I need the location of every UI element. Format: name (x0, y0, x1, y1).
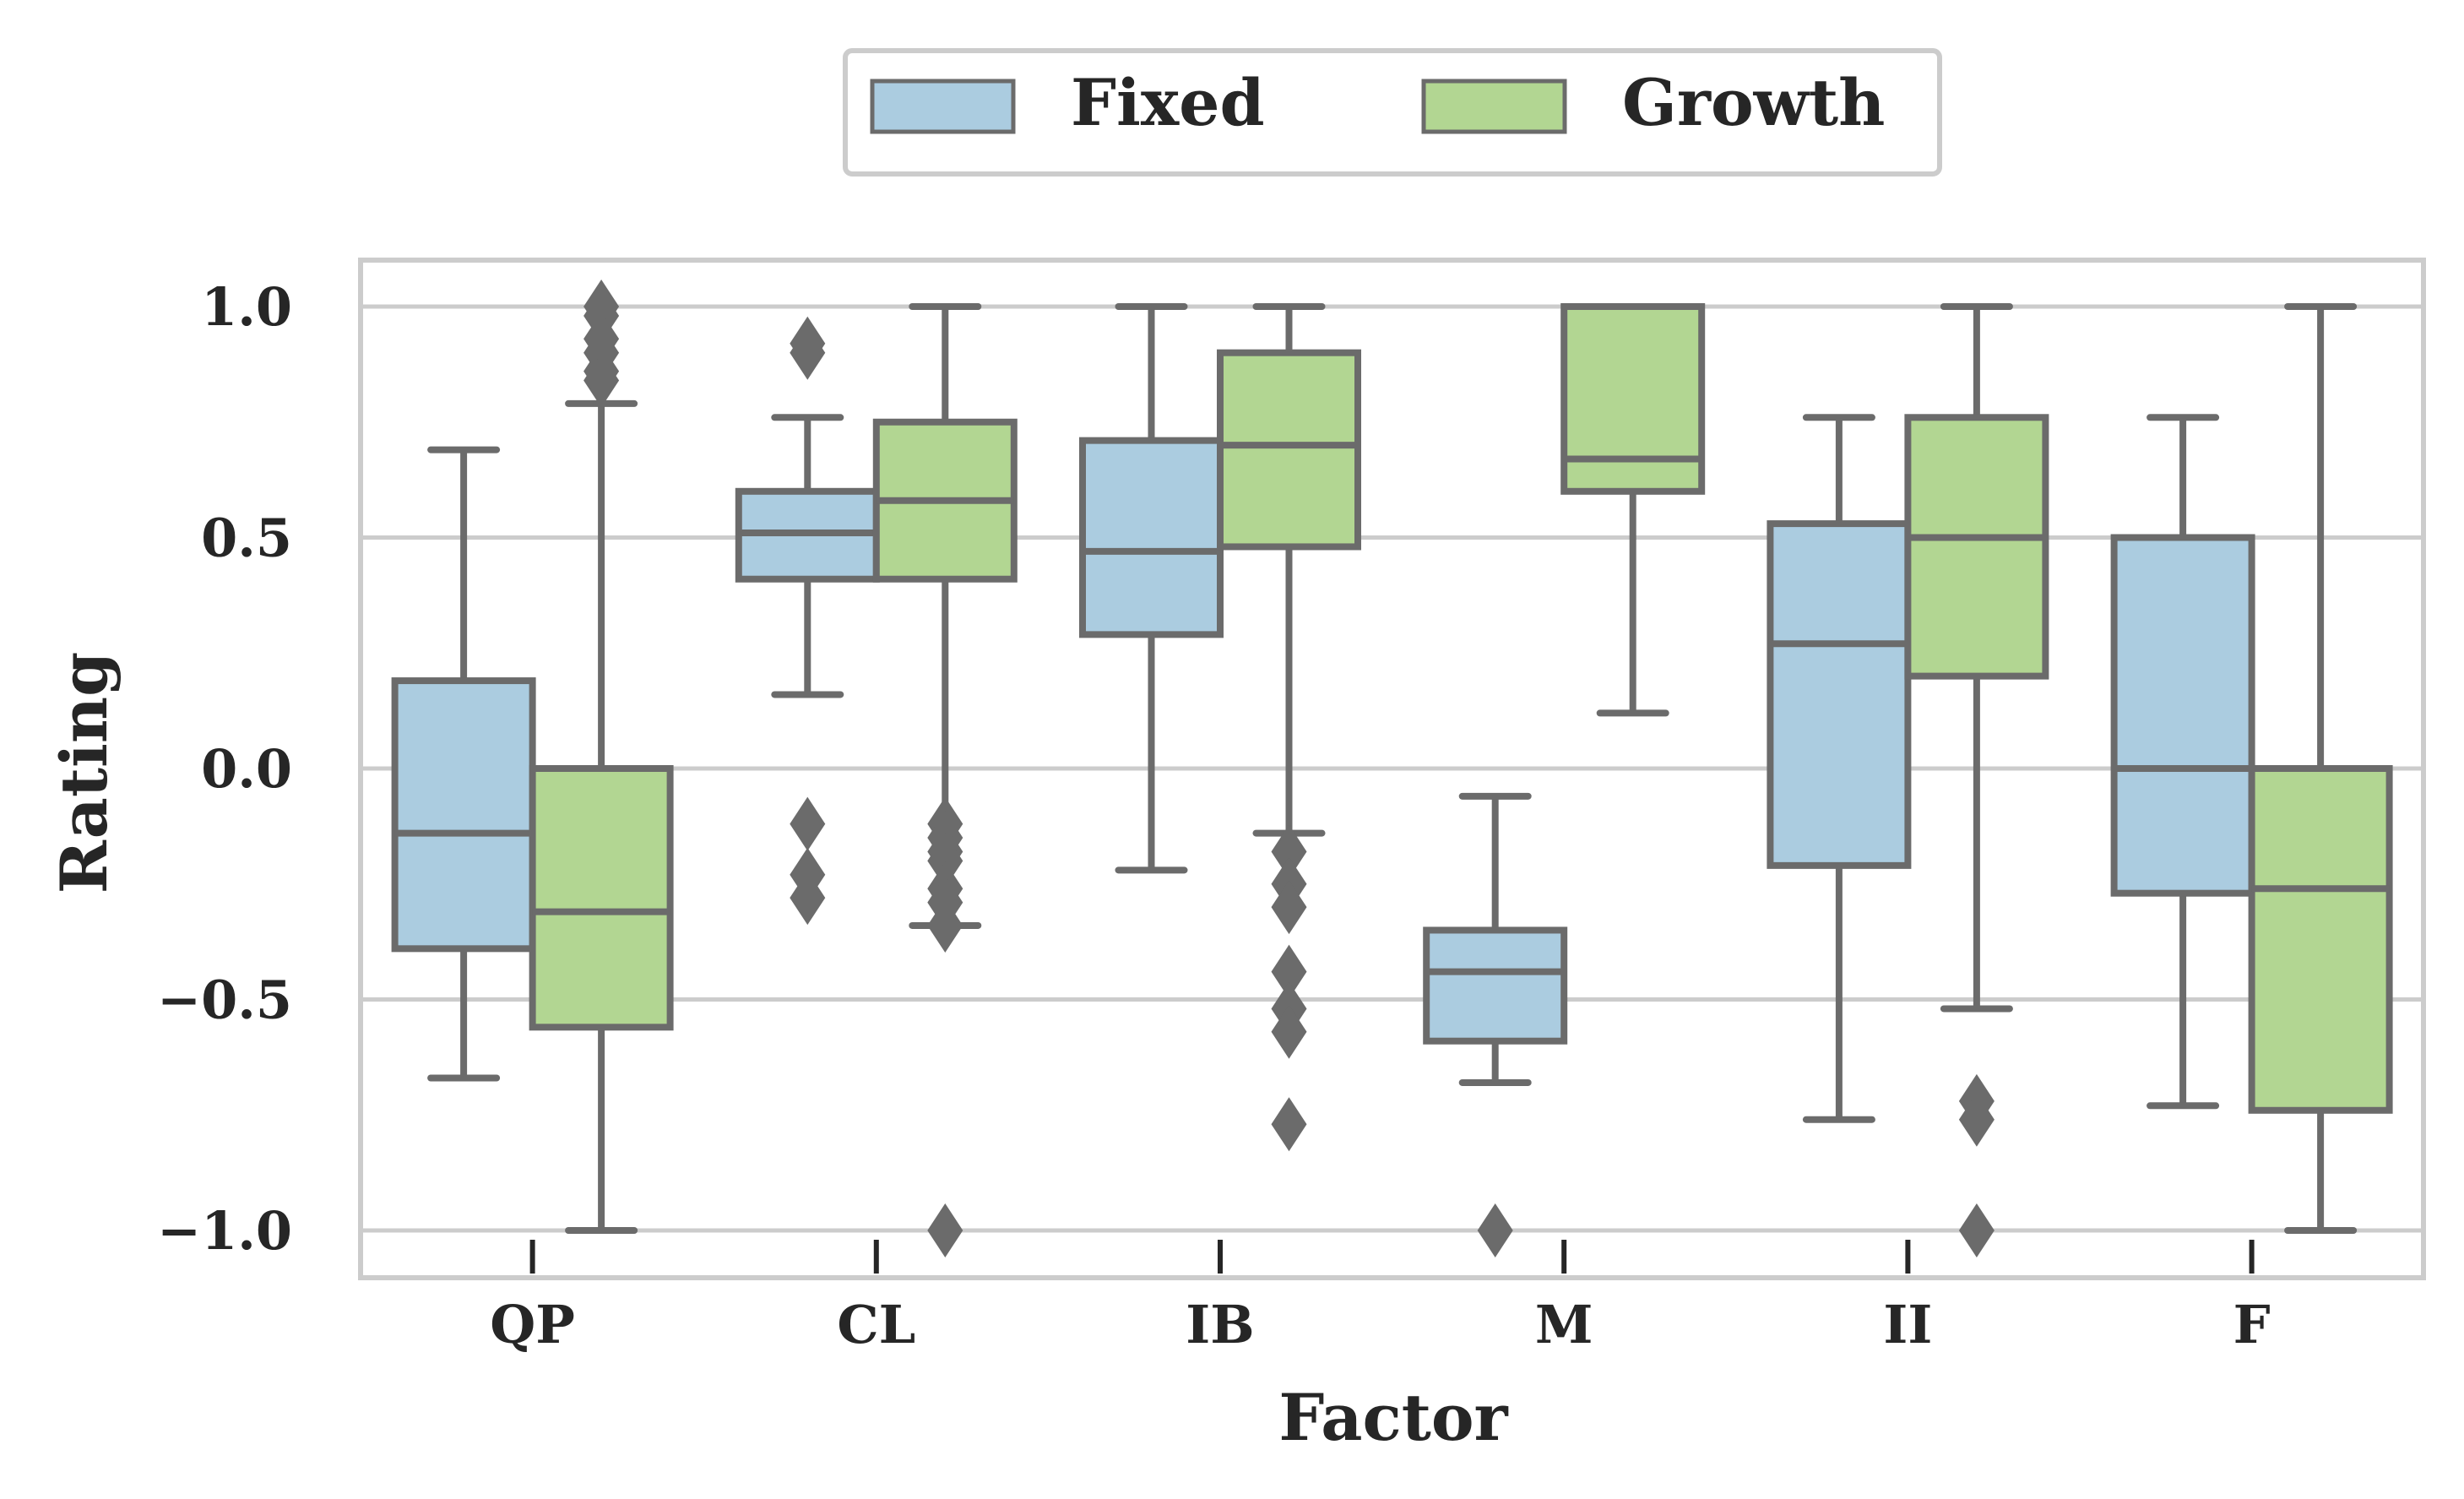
box-iqr (391, 677, 536, 953)
y-gridlines (361, 304, 2423, 1233)
y-axis-ticks: −1.0 −0.5 0.0 0.5 1.0 (157, 276, 292, 1262)
box-growth-qp (529, 280, 674, 1234)
box-growth-m (1560, 303, 1706, 717)
outlier-point (790, 325, 826, 380)
box-fixed-cl (735, 316, 880, 926)
y-tick-label: 0.5 (201, 508, 292, 569)
box-fixed-qp (391, 446, 536, 1082)
outlier-point (1271, 824, 1307, 879)
outlier-point (1958, 1092, 1995, 1147)
legend: Fixed Growth (843, 48, 1942, 177)
outlier-point (1271, 944, 1307, 999)
x-axis-title: Factor (1278, 1380, 1508, 1455)
box-iqr (2248, 765, 2393, 1114)
box-fixed-m (1423, 792, 1568, 1257)
box-iqr (1423, 926, 1568, 1045)
outlier-point (1271, 1097, 1307, 1152)
box-iqr (529, 765, 674, 1031)
box-growth-cl (872, 303, 1018, 1257)
box-iqr (1560, 303, 1706, 495)
legend-label-growth: Growth (1622, 65, 1885, 140)
y-tick-label: 1.0 (201, 276, 292, 338)
outlier-point (927, 1203, 963, 1257)
outlier-point (927, 834, 963, 888)
y-tick-label: 0.0 (201, 738, 292, 800)
plot-frame (358, 258, 2426, 1280)
outlier-point (1271, 880, 1307, 935)
legend-swatch-fixed (870, 79, 1016, 134)
x-tick-label: QP (490, 1294, 575, 1355)
x-tick-label: II (1883, 1294, 1932, 1355)
y-tick-label: −0.5 (157, 969, 292, 1031)
box-growth-ii (1904, 303, 2049, 1257)
x-tick-label: M (1535, 1294, 1593, 1355)
outlier-point (790, 796, 826, 851)
outlier-point (583, 353, 620, 408)
legend-label-fixed: Fixed (1071, 65, 1265, 140)
x-tick-label: F (2233, 1294, 2271, 1355)
outlier-point (1958, 1203, 1995, 1257)
outlier-point (1271, 1004, 1307, 1059)
box-iqr (1767, 520, 1912, 869)
x-axis-ticks: QP CL IB M II F (490, 1240, 2271, 1355)
box-series (391, 280, 2393, 1257)
x-tick-label: IB (1186, 1294, 1254, 1355)
box-growth-f (2248, 303, 2393, 1234)
box-fixed-ii (1767, 414, 1912, 1123)
box-growth-ib (1217, 303, 1361, 1152)
box-fixed-f (2110, 414, 2255, 1110)
outlier-point (1477, 1203, 1513, 1257)
box-fixed-ib (1079, 303, 1224, 874)
outlier-point (790, 871, 826, 926)
box-iqr (2110, 534, 2255, 897)
y-tick-label: −1.0 (157, 1200, 292, 1262)
legend-swatch-growth (1421, 79, 1567, 134)
legend-frame (843, 48, 1942, 177)
x-tick-label: CL (837, 1294, 915, 1355)
y-axis-title: Rating (46, 652, 122, 894)
outlier-point (927, 898, 963, 953)
box-iqr (1904, 414, 2049, 680)
box-iqr (1217, 349, 1361, 551)
box-iqr (1079, 437, 1224, 638)
